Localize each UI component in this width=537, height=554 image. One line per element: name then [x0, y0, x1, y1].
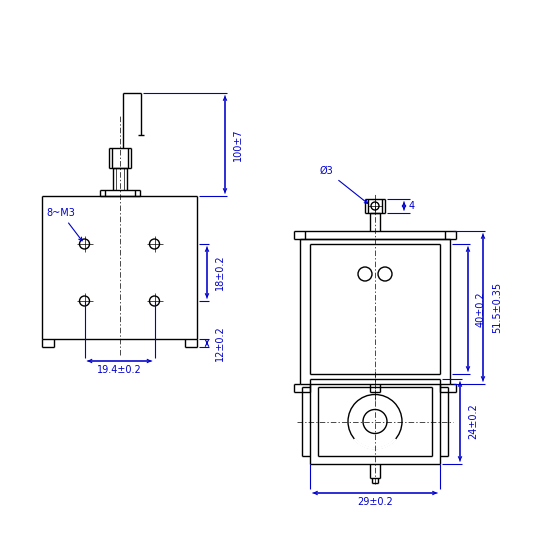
Text: 12±0.2: 12±0.2 — [215, 325, 225, 361]
Text: 4: 4 — [409, 201, 415, 211]
Text: 24±0.2: 24±0.2 — [468, 404, 478, 439]
Text: 8~M3: 8~M3 — [47, 208, 82, 241]
Text: 19.4±0.2: 19.4±0.2 — [97, 365, 142, 375]
Text: 100±7: 100±7 — [233, 128, 243, 161]
Text: Ø3: Ø3 — [320, 166, 368, 203]
Text: 40±0.2: 40±0.2 — [476, 291, 486, 327]
Text: 18±0.2: 18±0.2 — [215, 255, 225, 290]
Text: 51.5±0.35: 51.5±0.35 — [492, 282, 502, 333]
Text: 29±0.2: 29±0.2 — [357, 497, 393, 507]
